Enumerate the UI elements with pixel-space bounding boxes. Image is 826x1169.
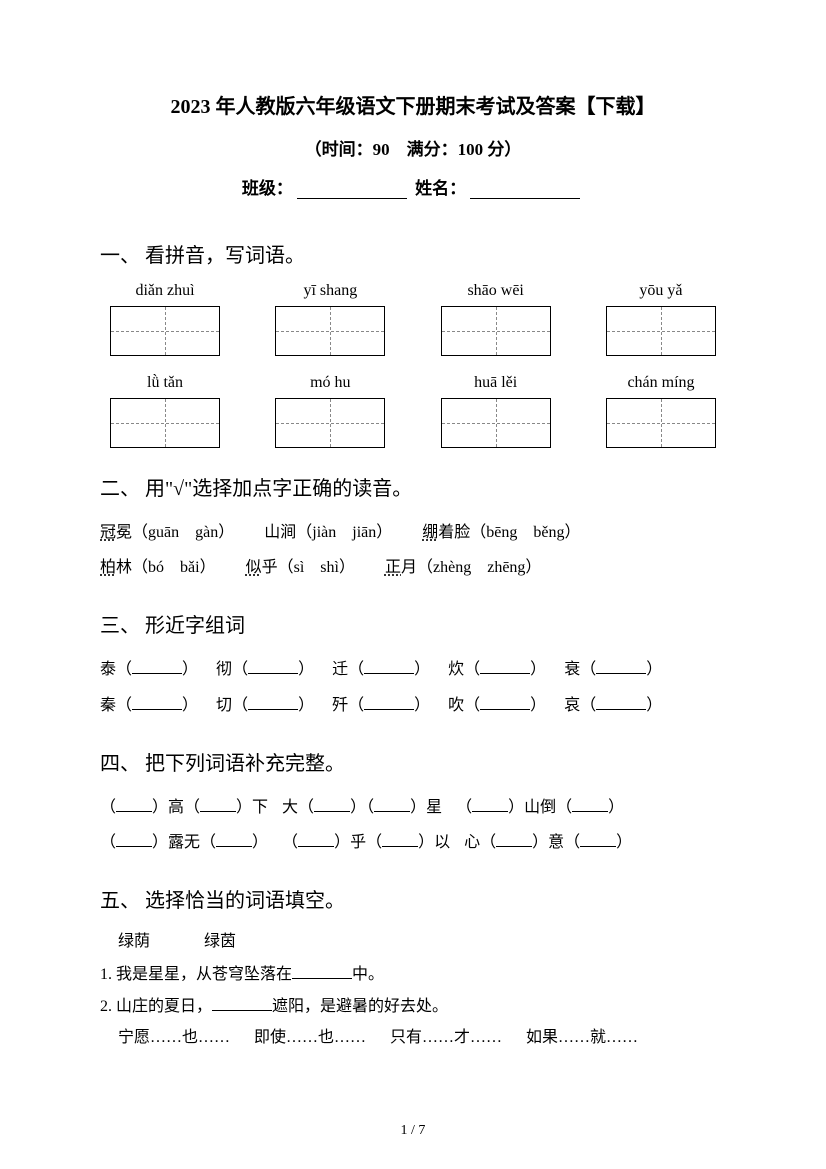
q4-item: （）露无（） [100, 825, 268, 860]
student-info-row: 班级： 姓名： [100, 174, 726, 199]
page-subtitle: （时间：90 满分：100 分） [100, 135, 726, 160]
answer-blank[interactable] [480, 660, 530, 674]
char-box[interactable] [441, 398, 551, 448]
pinyin-item: lǜ tǎn [100, 374, 230, 392]
q5-options1: 绿荫 绿茵 [118, 927, 726, 951]
answer-blank[interactable] [314, 798, 350, 812]
class-blank[interactable] [297, 181, 407, 199]
q5-line1: 1. 我是星星，从苍穹坠落在中。 [100, 959, 726, 991]
q4-row2: （）露无（） （）乎（）以 心（）意（） [100, 825, 726, 860]
q2-item: 冠冕（guān gàn） [100, 515, 234, 550]
page-title: 2023 年人教版六年级语文下册期末考试及答案【下载】 [100, 90, 726, 119]
answer-blank[interactable] [298, 833, 334, 847]
pinyin-item: chán míng [596, 374, 726, 392]
option-item: 宁愿……也…… [118, 1029, 230, 1046]
pinyin-item: yōu yǎ [596, 282, 726, 300]
q4-item: 大（）（）星 [282, 790, 442, 825]
char-box[interactable] [441, 306, 551, 356]
pinyin-item: diǎn zhuì [100, 282, 230, 300]
q1-heading: 一、 看拼音，写词语。 [100, 239, 726, 268]
answer-blank[interactable] [132, 660, 182, 674]
answer-blank[interactable] [596, 660, 646, 674]
name-label: 姓名： [415, 179, 466, 198]
answer-blank[interactable] [480, 696, 530, 710]
q1-box-row2 [100, 398, 726, 448]
answer-blank[interactable] [472, 798, 508, 812]
q4-row1: （）高（）下 大（）（）星 （）山倒（） [100, 790, 726, 825]
q1-pinyin-row2: lǜ tǎn mó hu huā lěi chán míng [100, 374, 726, 392]
q2-item: 正月（zhèng zhēng） [385, 550, 541, 585]
answer-blank[interactable] [364, 696, 414, 710]
page-footer: 1 / 7 [0, 1123, 826, 1139]
answer-blank[interactable] [248, 696, 298, 710]
answer-blank[interactable] [580, 833, 616, 847]
char-box[interactable] [606, 306, 716, 356]
answer-blank[interactable] [596, 696, 646, 710]
answer-blank[interactable] [116, 833, 152, 847]
option-item: 即使……也…… [254, 1029, 366, 1046]
q5-line2: 2. 山庄的夏日，遮阳，是避暑的好去处。 [100, 991, 726, 1023]
answer-blank[interactable] [292, 965, 352, 979]
q5-options2: 宁愿……也…… 即使……也…… 只有……才…… 如果……就…… [118, 1023, 726, 1047]
q3-heading: 三、 形近字组词 [100, 609, 726, 638]
q2-item: 柏林（bó bǎi） [100, 550, 216, 585]
q3-item: 秦（） [100, 688, 198, 723]
q2-item: 似乎（sì shì） [246, 550, 355, 585]
option-item: 绿茵 [204, 933, 236, 950]
q3-item: 衰（） [564, 652, 662, 687]
char-box[interactable] [110, 306, 220, 356]
q4-item: （）乎（）以 [282, 825, 450, 860]
answer-blank[interactable] [374, 798, 410, 812]
option-item: 只有……才…… [390, 1029, 502, 1046]
char-box[interactable] [110, 398, 220, 448]
q5-heading: 五、 选择恰当的词语填空。 [100, 884, 726, 913]
answer-blank[interactable] [496, 833, 532, 847]
answer-blank[interactable] [248, 660, 298, 674]
q3-row2: 秦（） 切（） 歼（） 吹（） 哀（） [100, 688, 726, 723]
q3-item: 迁（） [332, 652, 430, 687]
q3-item: 切（） [216, 688, 314, 723]
answer-blank[interactable] [200, 798, 236, 812]
q2-item: 山涧（jiàn jiān） [264, 515, 392, 550]
q4-heading: 四、 把下列词语补充完整。 [100, 747, 726, 776]
q3-item: 歼（） [332, 688, 430, 723]
q2-row2: 柏林（bó bǎi） 似乎（sì shì） 正月（zhèng zhēng） [100, 550, 726, 585]
answer-blank[interactable] [132, 696, 182, 710]
char-box[interactable] [275, 306, 385, 356]
q4-item: 心（）意（） [464, 825, 632, 860]
q2-item: 绷着脸（bēng běng） [422, 515, 580, 550]
q4-item: （）高（）下 [100, 790, 268, 825]
name-blank[interactable] [470, 181, 580, 199]
q3-item: 炊（） [448, 652, 546, 687]
q3-item: 吹（） [448, 688, 546, 723]
option-item: 如果……就…… [526, 1029, 638, 1046]
pinyin-item: shāo wēi [431, 282, 561, 300]
answer-blank[interactable] [216, 833, 252, 847]
q2-heading: 二、 用"√"选择加点字正确的读音。 [100, 472, 726, 501]
pinyin-item: huā lěi [431, 374, 561, 392]
option-item: 绿荫 [118, 933, 150, 950]
q3-item: 彻（） [216, 652, 314, 687]
q1-pinyin-row1: diǎn zhuì yī shang shāo wēi yōu yǎ [100, 282, 726, 300]
q3-item: 泰（） [100, 652, 198, 687]
answer-blank[interactable] [382, 833, 418, 847]
q4-item: （）山倒（） [456, 790, 624, 825]
class-label: 班级： [242, 179, 293, 198]
char-box[interactable] [275, 398, 385, 448]
q2-row1: 冠冕（guān gàn） 山涧（jiàn jiān） 绷着脸（bēng běng… [100, 515, 726, 550]
char-box[interactable] [606, 398, 716, 448]
pinyin-item: yī shang [265, 282, 395, 300]
pinyin-item: mó hu [265, 374, 395, 392]
answer-blank[interactable] [364, 660, 414, 674]
answer-blank[interactable] [116, 798, 152, 812]
answer-blank[interactable] [212, 997, 272, 1011]
q3-row1: 泰（） 彻（） 迁（） 炊（） 衰（） [100, 652, 726, 687]
q1-box-row1 [100, 306, 726, 356]
answer-blank[interactable] [572, 798, 608, 812]
q3-item: 哀（） [564, 688, 662, 723]
